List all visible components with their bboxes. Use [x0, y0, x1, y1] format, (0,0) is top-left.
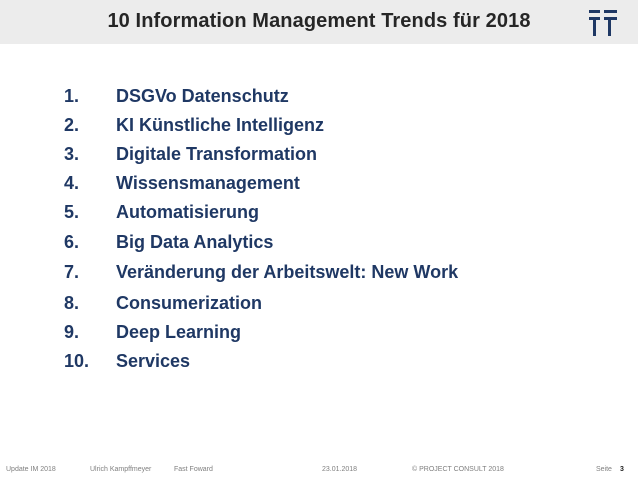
trend-label: Deep Learning [116, 322, 242, 342]
footer-copyright: © PROJECT CONSULT 2018 [412, 466, 504, 473]
trend-label: DSGVo Datenschutz [116, 86, 289, 106]
footer-author: Ulrich Kampffmeyer [90, 466, 152, 473]
footer-date: 23.01.2018 [322, 466, 358, 473]
trend-label: Consumerization [116, 293, 263, 313]
trend-number: 4. [64, 173, 80, 193]
trend-label: Services [116, 351, 191, 371]
trend-number: 7. [64, 262, 80, 282]
trend-number: 6. [64, 232, 80, 252]
trend-number: 10. [64, 351, 90, 371]
trend-number: 9. [64, 322, 80, 342]
header-band [0, 0, 638, 44]
trend-number: 1. [64, 86, 80, 106]
trend-number: 2. [64, 115, 80, 135]
trend-label: Veränderung der Arbeitswelt: New Work [116, 262, 459, 282]
trend-number: 8. [64, 293, 80, 313]
project-consult-logo-icon [589, 10, 617, 36]
trend-label: KI Künstliche Intelligenz [116, 115, 325, 135]
trend-number: 3. [64, 144, 80, 164]
footer-event: Update IM 2018 [6, 466, 56, 473]
trend-label: Automatisierung [116, 202, 260, 222]
trend-label: Big Data Analytics [116, 232, 274, 252]
trend-number: 5. [64, 202, 80, 222]
footer-page-label: Seite [596, 466, 612, 473]
footer-section: Fast Foward [174, 466, 213, 473]
slide-title: 10 Information Management Trends für 201… [107, 10, 531, 32]
trend-label: Digitale Transformation [116, 144, 318, 164]
footer-page-number: 3 [620, 466, 624, 473]
trend-label: Wissensmanagement [116, 173, 300, 193]
footer: Update IM 2018 Ulrich Kampffmeyer Fast F… [0, 463, 638, 479]
